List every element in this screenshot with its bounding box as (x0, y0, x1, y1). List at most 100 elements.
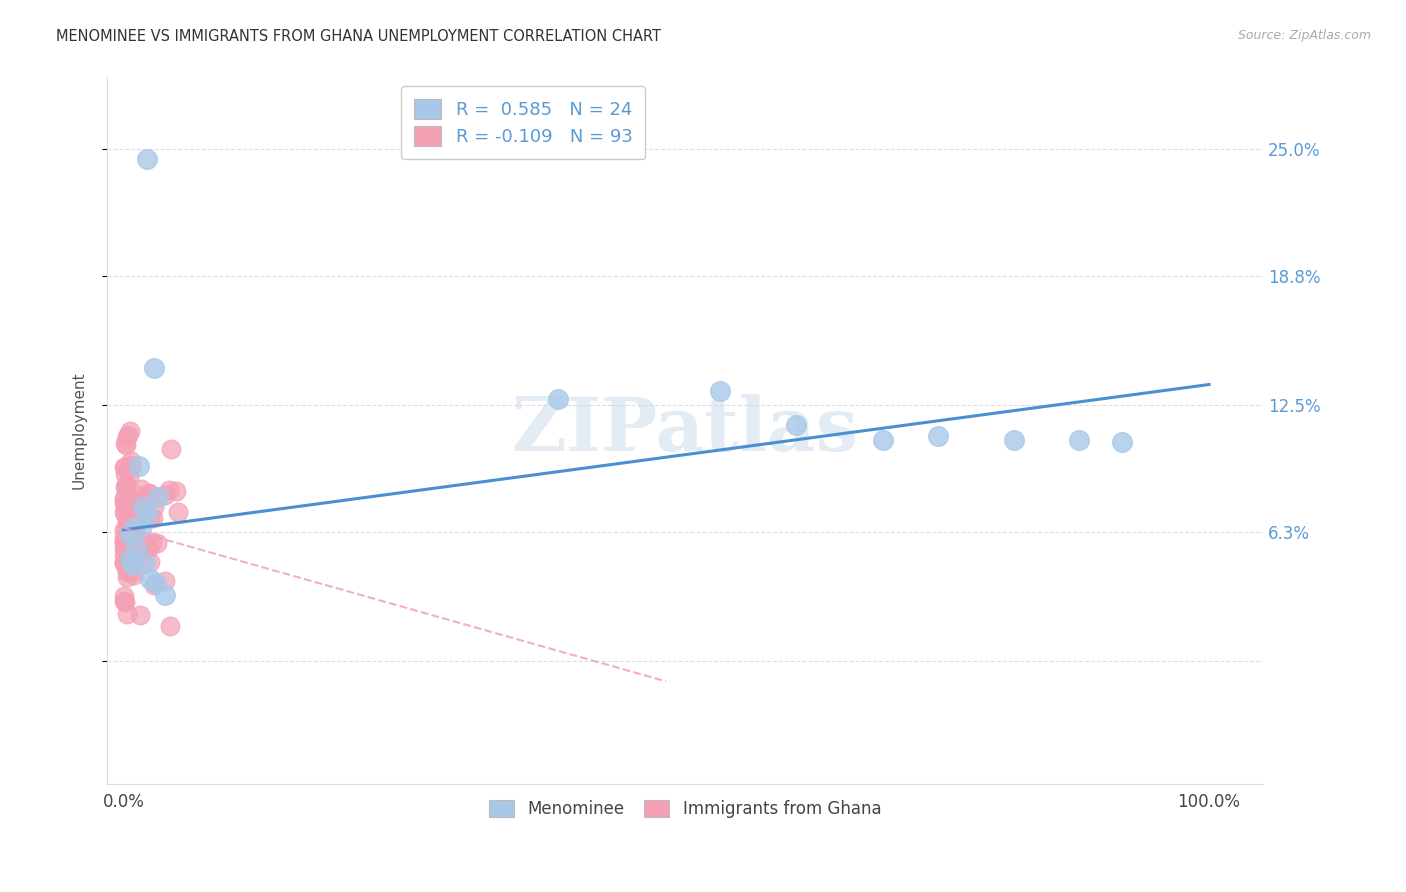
Point (138, 541, 160, 556)
Point (142, 511, 165, 525)
Point (132, 545, 155, 559)
Point (118, 424, 141, 438)
Point (547, 392, 569, 406)
Point (159, 619, 181, 633)
Point (114, 491, 136, 506)
Point (117, 516, 139, 531)
Point (114, 524, 136, 538)
Point (1111, 434, 1133, 449)
Point (114, 594, 136, 608)
Point (114, 544, 136, 558)
Point (114, 535, 136, 549)
Point (117, 493, 139, 508)
Point (115, 503, 138, 517)
Point (114, 544, 136, 558)
Point (114, 541, 136, 555)
Point (136, 153, 159, 167)
Point (115, 565, 138, 579)
Point (146, 490, 169, 504)
Point (153, 588, 176, 602)
Point (785, 418, 807, 433)
Y-axis label: Unemployment: Unemployment (72, 372, 86, 490)
Point (122, 558, 145, 572)
Point (115, 607, 138, 622)
Point (118, 469, 141, 483)
Point (153, 574, 176, 589)
Point (120, 500, 142, 515)
Point (114, 479, 136, 493)
Point (145, 576, 167, 591)
Point (114, 530, 136, 544)
Point (117, 430, 139, 444)
Point (114, 555, 136, 569)
Point (114, 535, 136, 549)
Point (142, 500, 165, 515)
Point (114, 467, 136, 482)
Point (125, 510, 148, 524)
Point (155, 488, 177, 502)
Point (128, 495, 150, 509)
Point (114, 497, 136, 511)
Point (114, 460, 136, 475)
Point (872, 433, 894, 447)
Point (1067, 433, 1090, 447)
Point (114, 435, 136, 450)
Point (165, 484, 187, 499)
Point (134, 537, 156, 551)
Point (115, 522, 138, 536)
Point (114, 507, 136, 521)
Point (121, 565, 143, 579)
Point (115, 563, 138, 577)
Point (124, 523, 146, 537)
Point (115, 538, 138, 552)
Point (121, 499, 143, 513)
Point (114, 549, 136, 563)
Point (121, 524, 143, 539)
Point (117, 428, 139, 442)
Text: MENOMINEE VS IMMIGRANTS FROM GHANA UNEMPLOYMENT CORRELATION CHART: MENOMINEE VS IMMIGRANTS FROM GHANA UNEMP… (56, 29, 661, 45)
Point (166, 505, 188, 519)
Point (122, 555, 145, 569)
Point (139, 556, 162, 570)
Point (136, 538, 159, 552)
Point (122, 568, 145, 582)
Point (115, 437, 138, 451)
Point (120, 454, 142, 468)
Point (117, 570, 139, 584)
Point (129, 608, 152, 623)
Point (139, 511, 162, 525)
Point (134, 556, 156, 570)
Point (114, 556, 136, 570)
Point (114, 505, 136, 519)
Point (120, 460, 142, 475)
Text: Source: ZipAtlas.com: Source: ZipAtlas.com (1237, 29, 1371, 43)
Text: ZIPatlas: ZIPatlas (512, 394, 859, 467)
Point (1002, 433, 1025, 447)
Point (139, 572, 162, 586)
Point (129, 521, 152, 535)
Point (709, 384, 731, 398)
Point (115, 500, 138, 514)
Point (114, 500, 136, 515)
Point (142, 577, 165, 591)
Point (927, 428, 949, 442)
Point (136, 507, 159, 521)
Point (127, 488, 149, 502)
Point (128, 540, 150, 554)
Point (160, 442, 183, 456)
Point (142, 361, 165, 376)
Point (114, 495, 136, 509)
Point (120, 531, 142, 545)
Point (125, 541, 148, 556)
Point (118, 533, 141, 548)
Point (114, 589, 136, 603)
Point (115, 553, 138, 567)
Point (114, 542, 136, 557)
Point (127, 495, 149, 509)
Point (118, 527, 141, 541)
Point (115, 478, 138, 492)
Point (128, 459, 150, 474)
Point (117, 527, 139, 541)
Point (120, 458, 142, 472)
Point (115, 496, 138, 510)
